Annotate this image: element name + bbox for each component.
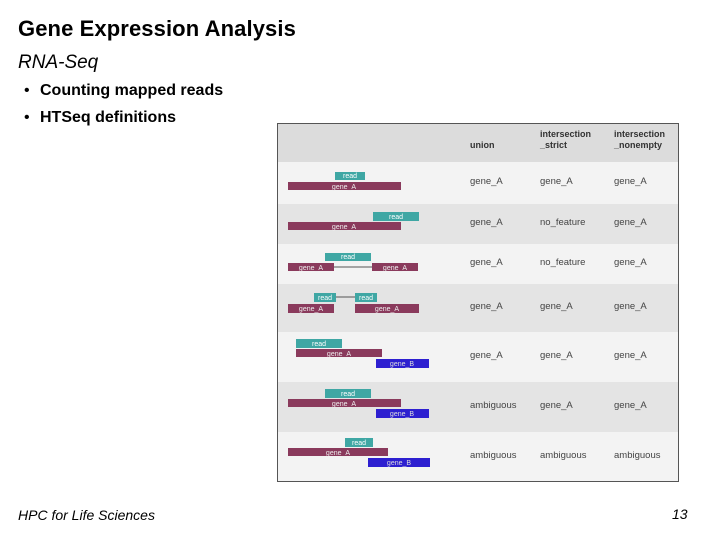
- gene-label: gene_A: [326, 450, 350, 457]
- bullet-dot-icon: •: [24, 109, 30, 126]
- gene-label: gene_B: [390, 411, 414, 418]
- bullet-dot-icon: •: [24, 82, 30, 99]
- read-bar: [325, 389, 371, 398]
- table-cell: gene_A: [540, 400, 573, 411]
- read-label: read: [352, 440, 366, 447]
- footer-text: HPC for Life Sciences: [18, 507, 155, 523]
- column-header-union: union: [470, 140, 495, 150]
- table-cell: no_feature: [540, 217, 586, 228]
- bullet-text: HTSeq definitions: [40, 109, 176, 126]
- slide-subtitle: RNA-Seq: [18, 52, 99, 73]
- gene-b-bar: [368, 458, 430, 467]
- bullet-text: Counting mapped reads: [40, 82, 224, 99]
- gene-label: gene_A: [332, 184, 356, 191]
- gene-a-bar: [355, 304, 419, 313]
- gene-label: gene_A: [332, 224, 356, 231]
- gene-b-bar: [376, 409, 429, 418]
- read-label: read: [341, 254, 355, 261]
- page-number: 13: [672, 506, 688, 522]
- read-bar: [335, 172, 365, 180]
- table-cell: gene_A: [470, 176, 503, 187]
- column-header-intersection_nonempty: intersection _nonempty: [614, 129, 666, 150]
- gene-label: gene_B: [387, 460, 411, 467]
- gene-b-bar: [376, 359, 429, 368]
- table-cell: ambiguous: [470, 450, 517, 461]
- row-band: [278, 244, 678, 284]
- gene-a-bar: [296, 349, 382, 357]
- gene-label: gene_A: [299, 265, 323, 272]
- read-label: read: [318, 295, 332, 302]
- table-cell: gene_A: [614, 301, 647, 312]
- read-bar: [296, 339, 342, 348]
- table-cell: gene_A: [540, 301, 573, 312]
- read-label: read: [341, 391, 355, 398]
- gene-a-bar: [288, 448, 388, 456]
- table-cell: gene_A: [540, 176, 573, 187]
- gene-a-bar: [288, 399, 401, 407]
- gene-label: gene_A: [327, 351, 351, 358]
- row-band: [278, 432, 678, 481]
- htseq-figure: read gene_A read gene_A read gene_A gene_A read…: [277, 123, 679, 482]
- read-bar: [345, 438, 373, 447]
- column-header-intersection_strict: intersection _strict: [540, 129, 592, 150]
- table-cell: gene_A: [470, 350, 503, 361]
- read-label: read: [312, 341, 326, 348]
- gene-a-bar: [372, 263, 418, 271]
- gene-a-bar: [288, 263, 334, 271]
- gene-label: gene_A: [375, 306, 399, 313]
- gene-a-bar: [288, 182, 401, 190]
- read-bar: [355, 293, 377, 302]
- table-cell: gene_A: [614, 176, 647, 187]
- table-cell: gene_A: [470, 217, 503, 228]
- read-bar: [325, 253, 371, 261]
- bullet-item: • Counting mapped reads: [24, 82, 223, 109]
- bullet-item: • HTSeq definitions: [24, 109, 223, 136]
- read-label: read: [359, 295, 373, 302]
- header-band: [278, 124, 678, 162]
- gene-label: gene_B: [390, 361, 414, 368]
- table-cell: gene_A: [614, 217, 647, 228]
- table-cell: ambiguous: [470, 400, 517, 411]
- gene-label: gene_A: [383, 265, 407, 272]
- read-bar: [314, 293, 336, 302]
- gene-label: gene_A: [299, 306, 323, 313]
- gene-a-bar: [288, 222, 401, 230]
- table-cell: gene_A: [614, 257, 647, 268]
- read-label: read: [343, 173, 357, 180]
- gene-label: gene_A: [332, 401, 356, 408]
- gene-a-bar: [288, 304, 334, 313]
- table-cell: gene_A: [614, 350, 647, 361]
- bullet-list: • Counting mapped reads • HTSeq definition…: [24, 82, 223, 136]
- slide-title: Gene Expression Analysis: [18, 16, 296, 41]
- table-cell: gene_A: [470, 257, 503, 268]
- table-cell: gene_A: [470, 301, 503, 312]
- read-label: read: [389, 214, 403, 221]
- table-cell: gene_A: [614, 400, 647, 411]
- table-cell: gene_A: [540, 350, 573, 361]
- table-cell: no_feature: [540, 257, 586, 268]
- table-cell: ambiguous: [614, 450, 661, 461]
- row-band: [278, 284, 678, 332]
- table-cell: ambiguous: [540, 450, 587, 461]
- read-bar: [373, 212, 419, 221]
